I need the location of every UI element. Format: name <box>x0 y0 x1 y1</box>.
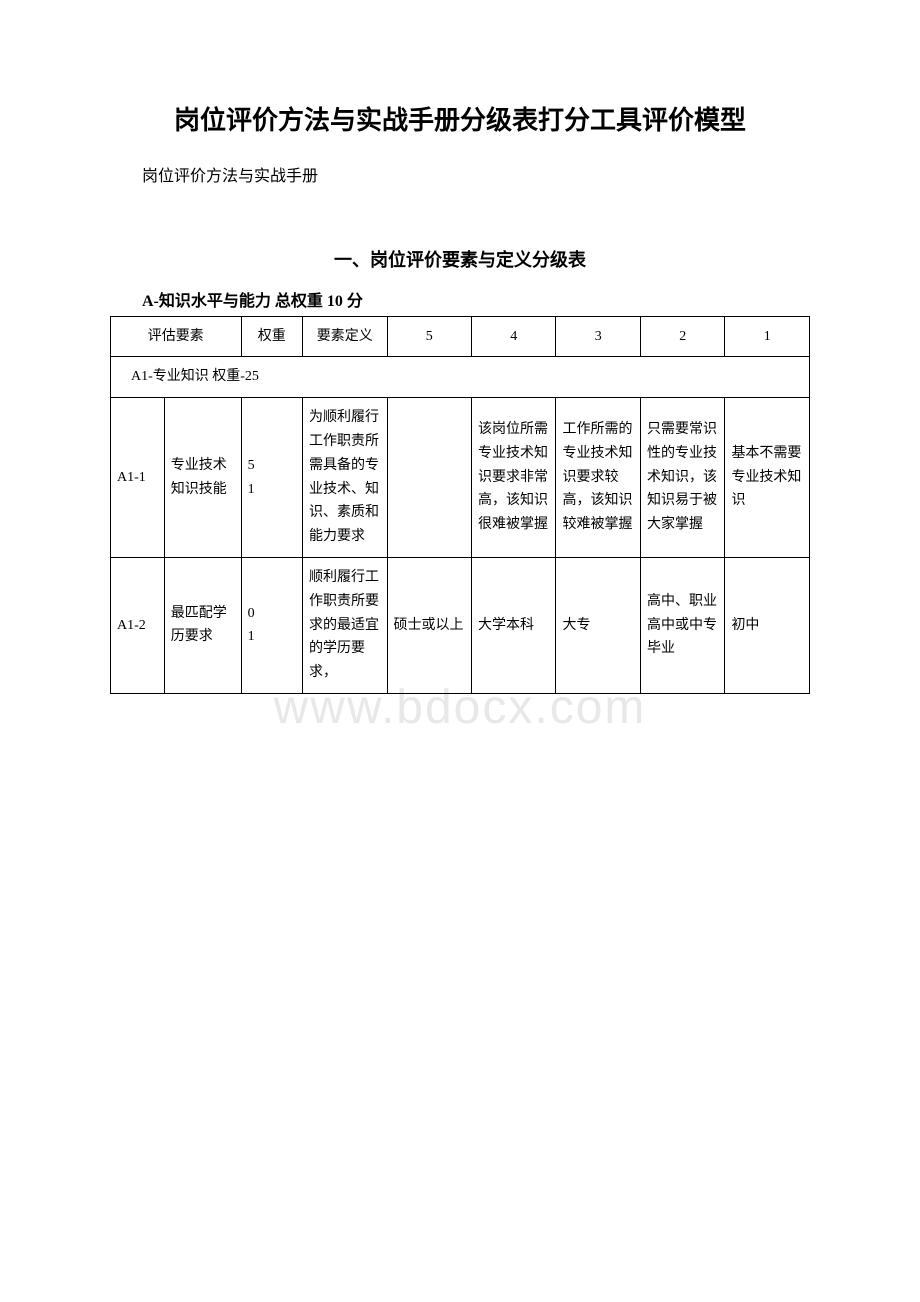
cell-level2: 高中、职业高中或中专毕业 <box>640 557 724 693</box>
cell-factor: 专业技术知识技能 <box>164 398 241 558</box>
header-level2: 2 <box>640 316 724 357</box>
cell-level1: 基本不需要专业技术知识 <box>725 398 810 558</box>
header-level4: 4 <box>471 316 555 357</box>
cell-id: A1-1 <box>111 398 165 558</box>
header-weight: 权重 <box>241 316 302 357</box>
header-level3: 3 <box>556 316 640 357</box>
subsection-heading: A-知识水平与能力 总权重 10 分 <box>110 287 810 311</box>
cell-level2: 只需要常识性的专业技术知识，该知识易于被大家掌握 <box>640 398 724 558</box>
cell-level5: 硕士或以上 <box>387 557 471 693</box>
cell-factor: 最匹配学历要求 <box>164 557 241 693</box>
evaluation-table: 评估要素 权重 要素定义 5 4 3 2 1 A1-专业知识 权重-25 A1-… <box>110 316 810 694</box>
cell-level1: 初中 <box>725 557 810 693</box>
header-factor: 评估要素 <box>111 316 242 357</box>
cell-level4: 大学本科 <box>471 557 555 693</box>
table-group-row: A1-专业知识 权重-25 <box>111 357 810 398</box>
document-content: 岗位评价方法与实战手册分级表打分工具评价模型 岗位评价方法与实战手册 一、岗位评… <box>110 100 810 694</box>
cell-level3: 工作所需的专业技术知识要求较高，该知识较难被掌握 <box>556 398 640 558</box>
document-subtitle: 岗位评价方法与实战手册 <box>110 162 810 186</box>
header-level1: 1 <box>725 316 810 357</box>
page-title: 岗位评价方法与实战手册分级表打分工具评价模型 <box>110 100 810 142</box>
cell-weight: 51 <box>241 398 302 558</box>
table-row: A1-1 专业技术知识技能 51 为顺利履行工作职责所需具备的专业技术、知识、素… <box>111 398 810 558</box>
header-definition: 要素定义 <box>303 316 387 357</box>
cell-definition: 为顺利履行工作职责所需具备的专业技术、知识、素质和能力要求 <box>303 398 387 558</box>
table-header-row: 评估要素 权重 要素定义 5 4 3 2 1 <box>111 316 810 357</box>
cell-id: A1-2 <box>111 557 165 693</box>
cell-weight: 01 <box>241 557 302 693</box>
header-level5: 5 <box>387 316 471 357</box>
group-label: A1-专业知识 权重-25 <box>111 357 810 398</box>
cell-definition: 顺利履行工作职责所要求的最适宜的学历要求， <box>303 557 387 693</box>
cell-level5 <box>387 398 471 558</box>
cell-level4: 该岗位所需专业技术知识要求非常高，该知识很难被掌握 <box>471 398 555 558</box>
section-heading: 一、岗位评价要素与定义分级表 <box>110 246 810 272</box>
cell-level3: 大专 <box>556 557 640 693</box>
table-row: A1-2 最匹配学历要求 01 顺利履行工作职责所要求的最适宜的学历要求， 硕士… <box>111 557 810 693</box>
